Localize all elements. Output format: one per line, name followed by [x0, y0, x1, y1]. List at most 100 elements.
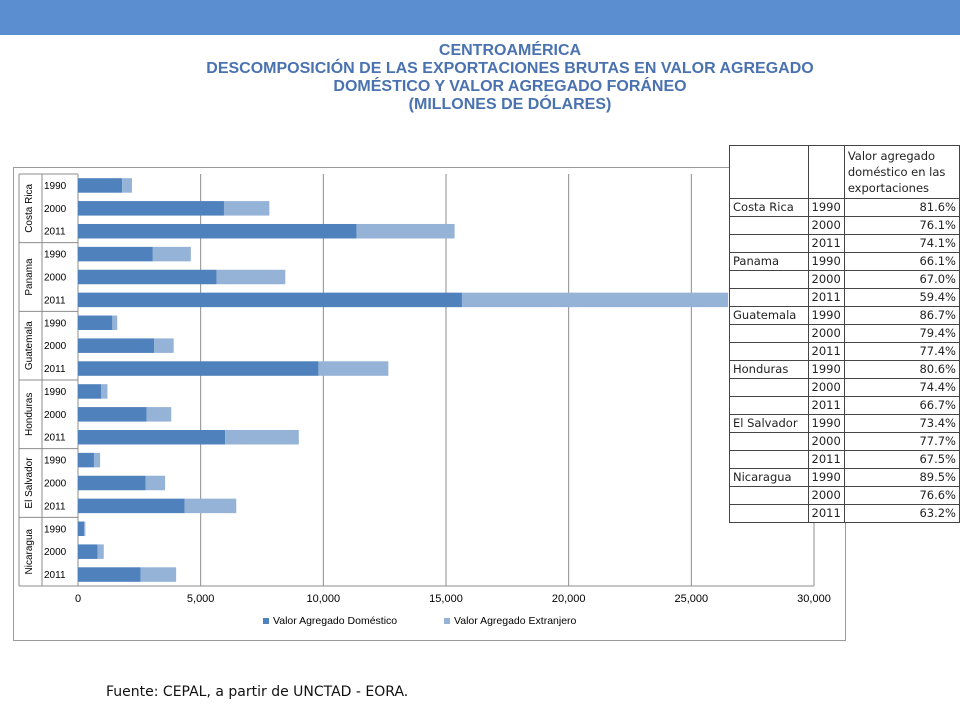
title-line-1: CENTROAMÉRICA [438, 42, 582, 59]
x-tick-label: 15,000 [429, 593, 463, 605]
table-cell-country [729, 504, 809, 523]
table-cell-country [729, 450, 809, 469]
bar-foreign [216, 269, 286, 285]
table-cell-value: 66.1% [843, 252, 960, 271]
table-cell-value: 63.2% [843, 504, 960, 523]
legend-label-domestic: Valor Agregado Doméstico [273, 615, 397, 627]
bar-domestic [78, 292, 462, 308]
table-row: Guatemala 1990 86.7% [729, 306, 960, 325]
table-row: 2000 67.0% [729, 270, 960, 289]
year-tick-label: 2011 [44, 501, 66, 512]
year-tick-label: 2011 [44, 295, 66, 306]
bar-foreign [318, 361, 389, 376]
table-cell-country: Nicaragua [729, 468, 809, 487]
table-row: 2011 74.1% [729, 234, 960, 253]
legend-label-foreign: Valor Agregado Extranjero [454, 615, 577, 627]
table-cell-value: 74.1% [843, 234, 960, 253]
table-cell-country [729, 216, 809, 235]
table-cell-year: 2011 [807, 504, 845, 523]
table-row: 2011 77.4% [729, 342, 960, 361]
table-cell-country: Panama [729, 252, 809, 271]
bar-domestic [78, 498, 185, 514]
stacked-bar-chart: Costa Rica 1990 2000 2011 Panama 1990 2000 2011… [18, 173, 831, 627]
country-axis-label: Panama [24, 258, 35, 296]
title-line-4: (MILLONES DE DÓLARES) [408, 96, 612, 113]
table-cell-value: 73.4% [843, 414, 960, 433]
table-row: Costa Rica 1990 81.6% [729, 198, 960, 217]
year-tick-label: 1990 [44, 250, 67, 261]
bar-foreign [93, 452, 101, 468]
table-cell-year: 2000 [807, 432, 845, 451]
table-cell-year: 2011 [807, 234, 845, 253]
bar-foreign [223, 201, 270, 216]
domestic-share-table: Valor agregado doméstico en las exportac… [729, 145, 960, 523]
table-row: Nicaragua 1990 89.5% [729, 468, 960, 487]
x-tick-label: 30,000 [797, 593, 831, 605]
table-cell-value: 77.4% [843, 342, 960, 361]
bar-domestic [78, 407, 147, 422]
year-tick-label: 2000 [44, 479, 67, 490]
table-cell-value: 77.7% [843, 432, 960, 451]
title-line-2: DESCOMPOSICIÓN DE LAS EXPORTACIONES BRUT… [206, 60, 814, 77]
year-tick-label: 2011 [44, 227, 66, 238]
bar-domestic [78, 521, 85, 537]
table-cell-year: 2000 [807, 324, 845, 343]
table-row: 2000 76.6% [729, 486, 960, 505]
source-note: Fuente: CEPAL, a partir de UNCTAD - EORA… [106, 684, 409, 700]
table-cell-value: 80.6% [843, 360, 960, 379]
table-cell-value: 76.1% [843, 216, 960, 235]
bar-foreign [101, 384, 108, 399]
chart-area: Costa Rica 1990 2000 2011 Panama 1990 2000 2011… [13, 167, 846, 641]
legend-swatch-domestic [263, 618, 269, 624]
table-cell-country [729, 378, 809, 397]
table-cell-year: 2011 [807, 342, 845, 361]
year-tick-label: 2000 [44, 410, 67, 421]
table-cell-country [729, 270, 809, 289]
table-cell-value: 67.0% [843, 270, 960, 289]
x-tick-label: 25,000 [675, 593, 709, 605]
bar-foreign [146, 407, 172, 422]
table-cell-country [729, 432, 809, 451]
table-row: Honduras 1990 80.6% [729, 360, 960, 379]
x-tick-label: 0 [75, 593, 81, 605]
year-tick-label: 1990 [44, 181, 67, 192]
bar-domestic [78, 361, 319, 376]
country-axis-label: El Salvador [24, 457, 35, 509]
top-banner [0, 0, 960, 35]
bar-domestic [78, 475, 146, 491]
table-cell-year: 1990 [807, 468, 845, 487]
table-cell-country: Honduras [729, 360, 809, 379]
table-row: El Salvador 1990 73.4% [729, 414, 960, 433]
table-cell-country [729, 234, 809, 253]
year-tick-label: 2000 [44, 204, 67, 215]
bar-foreign [122, 178, 132, 193]
legend-swatch-foreign [444, 618, 450, 624]
table-cell-value: 67.5% [843, 450, 960, 469]
bar-domestic [78, 567, 141, 582]
bar-domestic [78, 223, 357, 239]
table-cell-year: 2011 [807, 396, 845, 415]
table-row: 2000 74.4% [729, 378, 960, 397]
table-header-row: Valor agregado doméstico en las exportac… [729, 145, 960, 199]
table-cell-country [729, 324, 809, 343]
table-cell-country [729, 486, 809, 505]
x-tick-label: 20,000 [552, 593, 586, 605]
table-header: Valor agregado doméstico en las exportac… [843, 145, 960, 199]
year-tick-label: 2000 [44, 273, 67, 284]
table-cell-value: 86.7% [843, 306, 960, 325]
country-axis-label: Nicaragua [24, 528, 35, 574]
table-cell-year: 1990 [807, 306, 845, 325]
bar-domestic [78, 269, 217, 285]
bar-foreign [356, 223, 455, 239]
bar-foreign [145, 475, 166, 491]
year-tick-label: 2000 [44, 547, 67, 558]
table-cell-country [729, 288, 809, 307]
title-line-3: DOMÉSTICO Y VALOR AGREGADO FORÁNEO [333, 78, 687, 95]
table-cell-value: 74.4% [843, 378, 960, 397]
table-row: 2011 59.4% [729, 288, 960, 307]
table-cell-country [729, 342, 809, 361]
table-cell-year: 1990 [807, 360, 845, 379]
year-tick-label: 1990 [44, 318, 67, 329]
table-cell-year: 2011 [807, 288, 845, 307]
table-cell-value: 66.7% [843, 396, 960, 415]
